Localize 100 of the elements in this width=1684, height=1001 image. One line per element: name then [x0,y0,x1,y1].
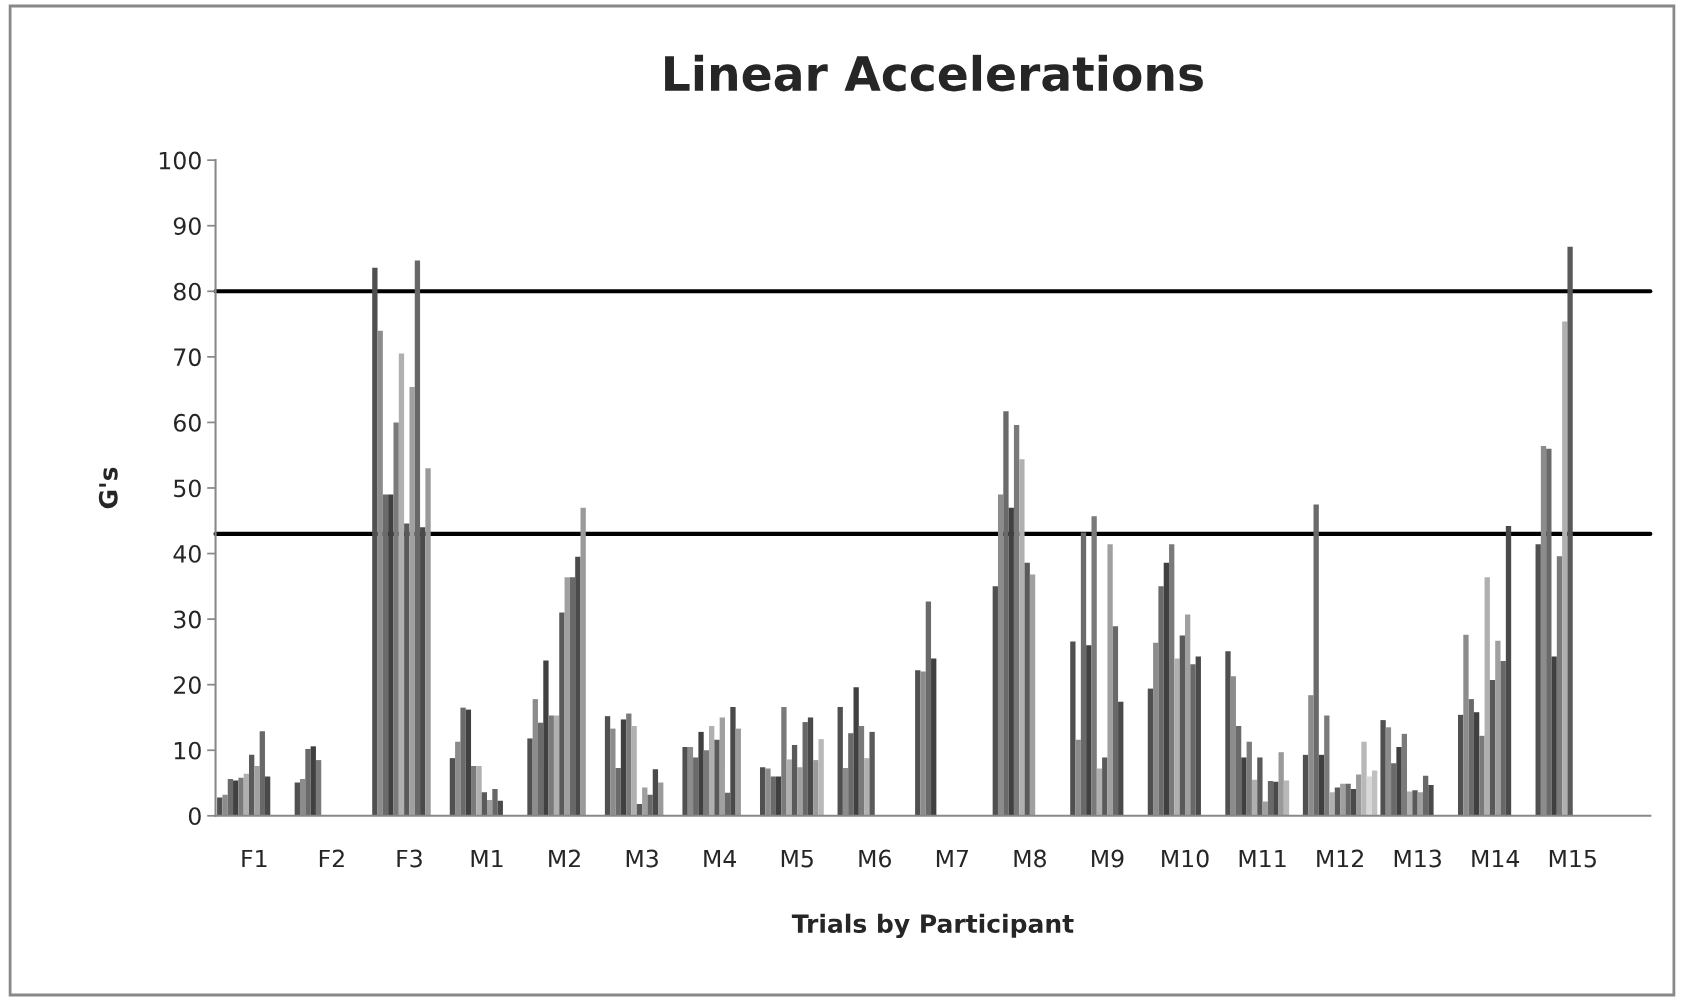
bar [537,722,544,816]
bar [1008,507,1014,816]
y-tick-label: 60 [173,413,201,432]
bar [642,787,648,816]
bar [1158,586,1164,816]
bar [1505,526,1512,816]
bar [1086,645,1092,816]
bar [1003,411,1009,816]
bar [1112,626,1119,816]
bar [409,387,415,816]
bar [698,731,704,816]
bar [259,731,265,816]
bar [1495,640,1501,816]
bar [682,746,688,816]
y-tick-label: 20 [174,676,201,694]
bar [1163,562,1170,816]
bar [1484,577,1490,816]
bar [548,715,554,816]
bar [1417,792,1423,816]
bar [388,494,394,816]
bar [615,767,621,816]
bar [393,422,399,816]
y-tick-label: 0 [188,807,201,826]
bar [1562,321,1568,816]
bar [781,706,787,816]
bar [460,707,466,816]
bar [1556,556,1563,816]
y-tick-label: 30 [174,610,201,629]
y-axis-title: G's [98,467,118,509]
bar [420,527,426,816]
bar [238,777,244,816]
bar [569,577,576,816]
x-tick-label: M13 [1394,849,1441,868]
bar [543,660,549,816]
bar [1273,781,1279,816]
bar [864,758,870,816]
bar [1029,574,1036,816]
bar [471,765,477,816]
bar [580,507,586,816]
bar [1401,733,1408,816]
bar [631,725,637,816]
bar [1278,752,1284,816]
x-tick-label: M8 [1014,849,1046,868]
bar [294,782,300,816]
bar [1412,790,1418,816]
x-tick-label: M14 [1472,849,1520,868]
bar [564,577,570,816]
bar [703,750,710,816]
bar [797,767,803,816]
bar [791,745,798,816]
x-tick-label: M2 [549,849,580,868]
bar [1147,688,1154,816]
bar [1241,757,1247,816]
bar [1361,741,1367,816]
bar [1356,774,1362,816]
bar [1225,651,1231,816]
bar [1457,714,1464,816]
bar [305,748,311,816]
x-tick-label: M10 [1162,849,1209,868]
bar [1235,725,1242,816]
bar [1246,741,1252,816]
x-tick-label: F2 [319,849,344,868]
bar [1489,680,1496,816]
bar [1283,780,1290,816]
x-tick-label: M4 [704,849,737,868]
bar [714,739,720,816]
bar [1391,763,1397,816]
bar [1340,783,1346,816]
bar [719,717,725,816]
bar [807,717,814,816]
bar [1024,562,1030,816]
bar [786,759,792,816]
bar [818,739,824,816]
bar [858,725,865,816]
bar [1190,664,1196,816]
bar [243,773,250,816]
bar [626,713,632,816]
bar [931,658,937,816]
bar [481,792,487,816]
bar [1118,701,1124,816]
bar [1318,754,1325,816]
bar [1091,516,1097,816]
bar [1366,776,1373,816]
x-tick-label: M7 [936,849,968,868]
bar [1350,788,1357,816]
x-tick-label: M5 [781,849,813,868]
bar [1334,787,1341,816]
bar [1019,459,1025,816]
bar [1567,246,1573,816]
bar [449,758,456,816]
x-tick-label: M6 [859,849,891,868]
bar [553,715,560,816]
bar [869,731,875,816]
bar [709,725,715,816]
bar [254,765,260,816]
bar [492,788,498,816]
bar [1302,754,1309,816]
bar [398,353,405,816]
bar [853,687,859,816]
bar [1179,635,1185,816]
